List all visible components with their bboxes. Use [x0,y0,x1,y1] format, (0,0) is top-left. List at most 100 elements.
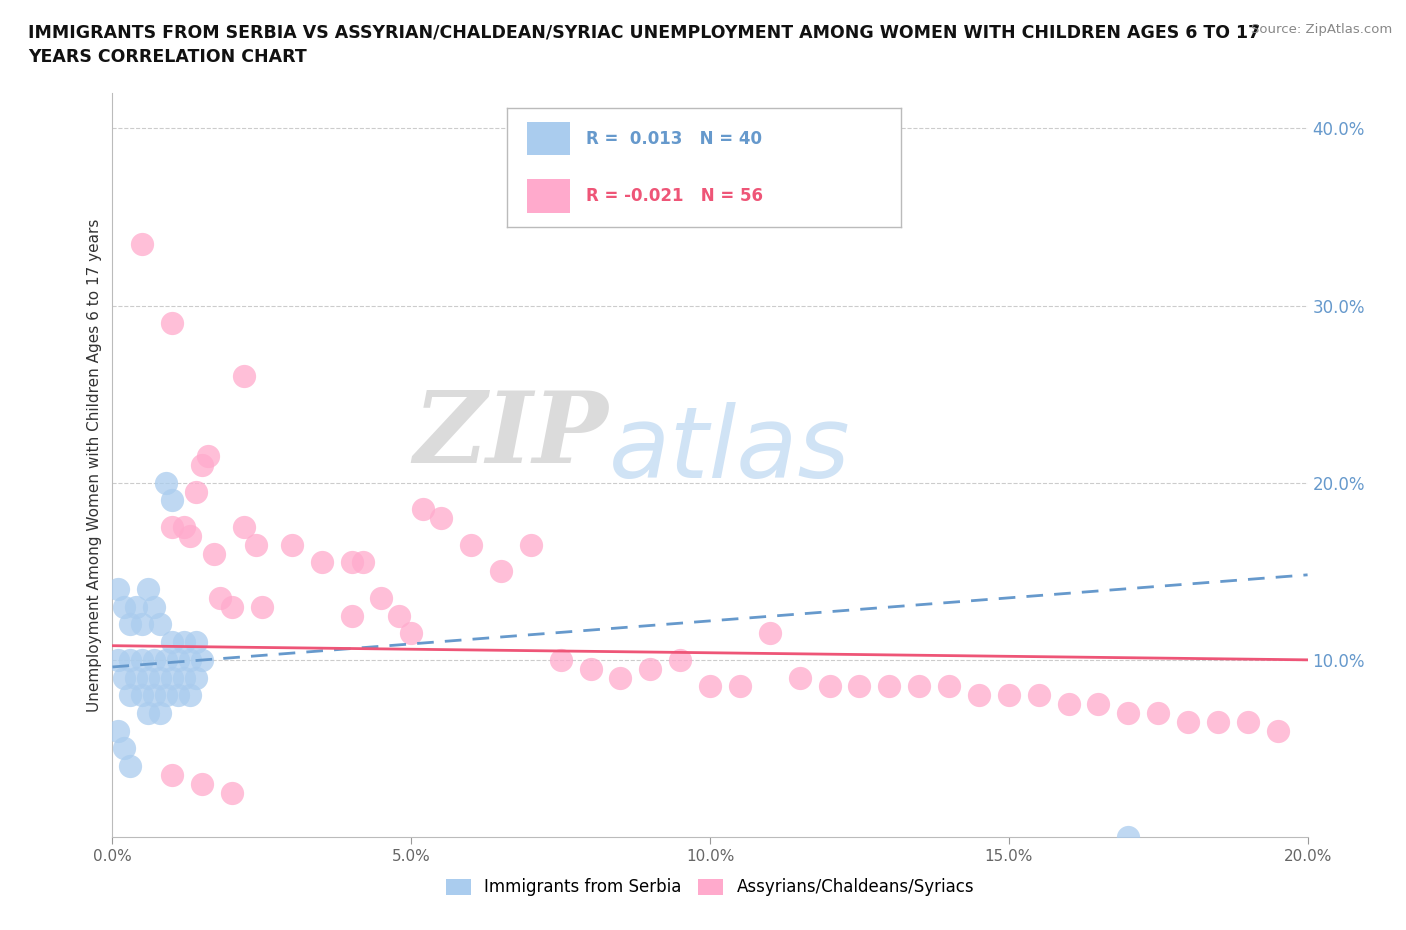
Point [998,688,1021,703]
Point [155,653,177,668]
Text: atlas: atlas [609,402,851,498]
Point [162,316,183,331]
Point [233,520,256,535]
Point [143,688,166,703]
Point [179,528,201,543]
Point [162,493,183,508]
Point [759,626,782,641]
Point [353,555,375,570]
Point [221,785,243,800]
Point [138,671,160,685]
Point [609,671,631,685]
Point [125,671,148,685]
Point [197,448,219,463]
Point [281,538,304,552]
Text: ZIP: ZIP [413,387,609,484]
Point [699,679,721,694]
Point [131,236,153,251]
Point [550,653,572,668]
Point [1147,706,1170,721]
Point [1118,830,1140,844]
Point [138,706,160,721]
Point [579,661,602,676]
Point [388,608,411,623]
Point [818,679,841,694]
Point [938,679,960,694]
Point [1057,697,1080,711]
Point [173,520,195,535]
Point [186,485,208,499]
Point [149,617,172,631]
Point [186,634,208,649]
Point [1206,714,1229,729]
Point [131,617,153,631]
Point [967,688,990,703]
Point [430,511,453,525]
Y-axis label: Unemployment Among Women with Children Ages 6 to 17 years: Unemployment Among Women with Children A… [87,219,103,711]
Point [179,688,201,703]
Point [143,653,166,668]
Point [173,634,195,649]
Point [120,617,142,631]
Point [131,688,153,703]
Point [1028,688,1050,703]
Point [202,546,225,561]
Point [155,475,177,490]
Point [179,653,201,668]
Point [209,591,232,605]
Point [250,599,273,614]
Point [669,653,692,668]
Point [162,767,183,782]
Point [143,599,166,614]
Point [489,564,512,578]
Point [1237,714,1260,729]
Point [191,653,214,668]
Point [120,759,142,774]
Point [173,671,195,685]
Point [340,608,363,623]
Point [412,502,434,517]
Point [370,591,392,605]
Point [401,626,423,641]
Legend: Immigrants from Serbia, Assyrians/Chaldeans/Syriacs: Immigrants from Serbia, Assyrians/Chalde… [439,871,981,903]
Point [149,706,172,721]
Point [131,653,153,668]
Text: Source: ZipAtlas.com: Source: ZipAtlas.com [1251,23,1392,36]
Point [120,688,142,703]
Point [879,679,901,694]
Point [155,688,177,703]
Point [245,538,267,552]
Point [107,724,129,738]
Point [340,555,363,570]
Point [460,538,482,552]
Point [221,599,243,614]
Point [789,671,811,685]
Point [311,555,333,570]
Point [1087,697,1109,711]
Point [1118,706,1140,721]
Point [191,458,214,472]
Point [1177,714,1199,729]
Point [1267,724,1289,738]
Text: IMMIGRANTS FROM SERBIA VS ASSYRIAN/CHALDEAN/SYRIAC UNEMPLOYMENT AMONG WOMEN WITH: IMMIGRANTS FROM SERBIA VS ASSYRIAN/CHALD… [28,23,1260,41]
Point [114,741,135,756]
Point [138,581,160,596]
Point [908,679,931,694]
Point [149,671,172,685]
Point [125,599,148,614]
Point [520,538,543,552]
Point [233,369,256,384]
Point [114,671,135,685]
Point [191,777,214,791]
Point [186,671,208,685]
Point [162,634,183,649]
Point [167,653,190,668]
Point [162,520,183,535]
Point [114,599,135,614]
Point [848,679,870,694]
Point [640,661,662,676]
Point [107,653,129,668]
Point [167,688,190,703]
Text: YEARS CORRELATION CHART: YEARS CORRELATION CHART [28,48,307,66]
Point [120,653,142,668]
